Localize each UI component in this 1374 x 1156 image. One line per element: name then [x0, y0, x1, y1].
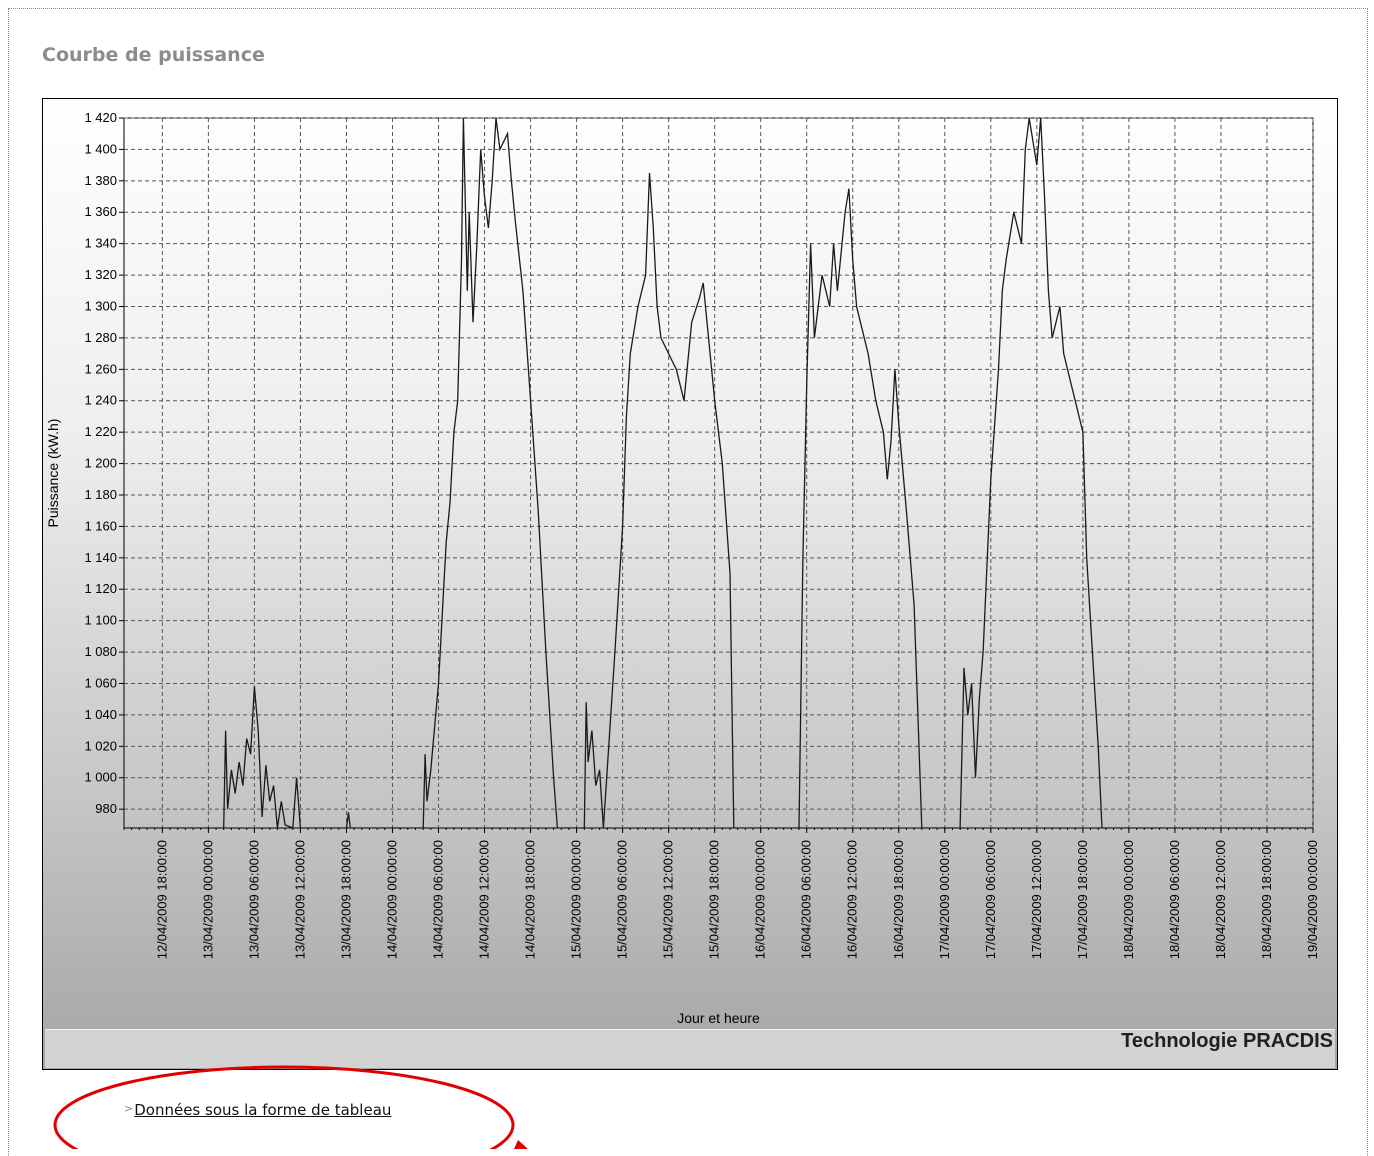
x-tick-label: 15/04/2009 12:00:00	[661, 840, 676, 959]
x-tick-label: 15/04/2009 18:00:00	[707, 840, 722, 959]
x-tick-label: 17/04/2009 12:00:00	[1029, 840, 1044, 959]
y-tick-label: 1 220	[84, 424, 117, 439]
page-frame	[8, 8, 1368, 1156]
y-tick-label: 1 340	[84, 236, 117, 251]
y-tick-label: 1 400	[84, 141, 117, 156]
arrow-bullet-icon: >	[124, 1102, 134, 1115]
y-tick-label: 1 100	[84, 613, 117, 628]
x-tick-label: 15/04/2009 06:00:00	[615, 840, 630, 959]
x-tick-label: 12/04/2009 18:00:00	[154, 840, 169, 959]
y-tick-label: 980	[95, 801, 117, 816]
power-curve-chart: 980 1 000 1 020 1 040 1 060 1 080 1 100 1 120 1 …	[45, 110, 1320, 1026]
x-tick-label: 13/04/2009 12:00:00	[292, 840, 307, 959]
series-line	[124, 118, 1313, 828]
x-tick-label: 18/04/2009 18:00:00	[1259, 840, 1274, 959]
x-tick-label: 14/04/2009 18:00:00	[523, 840, 538, 959]
y-tick-label: 1 260	[84, 361, 117, 376]
y-tick-label: 1 280	[84, 330, 117, 345]
chart-footer-band	[45, 1029, 1335, 1068]
y-tick-label: 1 140	[84, 550, 117, 565]
y-tick-label: 1 360	[84, 204, 117, 219]
y-tick-label: 1 120	[84, 581, 117, 596]
x-tick-label: 15/04/2009 00:00:00	[569, 840, 584, 959]
x-tick-label: 13/04/2009 06:00:00	[246, 840, 261, 959]
chart-panel: 980 1 000 1 020 1 040 1 060 1 080 1 100 1 120 1 …	[42, 98, 1338, 1070]
y-tick-label: 1 060	[84, 675, 117, 690]
y-tick-label: 1 160	[84, 518, 117, 533]
x-tick-label: 13/04/2009 00:00:00	[200, 840, 215, 959]
x-tick-label: 14/04/2009 12:00:00	[477, 840, 492, 959]
x-tick-label: 17/04/2009 00:00:00	[937, 840, 952, 959]
y-tick-label: 1 000	[84, 770, 117, 785]
y-tick-label: 1 040	[84, 707, 117, 722]
x-axis-label: Jour et heure	[677, 1010, 760, 1026]
y-tick-label: 1 300	[84, 298, 117, 313]
x-tick-label: 17/04/2009 06:00:00	[983, 840, 998, 959]
table-link-row: >Données sous la forme de tableau	[124, 1101, 391, 1119]
y-axis-label: Puissance (kW.h)	[45, 419, 61, 528]
y-tick-label: 1 240	[84, 393, 117, 408]
y-tick-label: 1 380	[84, 173, 117, 188]
y-tick-label: 1 180	[84, 487, 117, 502]
y-tick-label: 1 080	[84, 644, 117, 659]
table-view-link[interactable]: Données sous la forme de tableau	[134, 1101, 392, 1119]
y-tick-label: 1 200	[84, 456, 117, 471]
x-tick-label: 18/04/2009 12:00:00	[1213, 840, 1228, 959]
x-tick-label: 16/04/2009 12:00:00	[845, 840, 860, 959]
x-tick-label: 18/04/2009 00:00:00	[1121, 840, 1136, 959]
x-tick-label: 19/04/2009 00:00:00	[1305, 840, 1320, 959]
y-tick-label: 1 420	[84, 110, 117, 125]
x-tick-label: 16/04/2009 00:00:00	[753, 840, 768, 959]
x-tick-label: 14/04/2009 06:00:00	[431, 840, 446, 959]
y-tick-label: 1 020	[84, 738, 117, 753]
x-tick-label: 16/04/2009 18:00:00	[891, 840, 906, 959]
x-tick-label: 17/04/2009 18:00:00	[1075, 840, 1090, 959]
x-tick-label: 18/04/2009 06:00:00	[1167, 840, 1182, 959]
y-tick-label: 1 320	[84, 267, 117, 282]
plot-area-border	[123, 117, 1314, 829]
x-tick-label: 13/04/2009 18:00:00	[338, 840, 353, 959]
brand-label: Technologie PRACDIS	[1121, 1030, 1333, 1052]
page-title: Courbe de puissance	[42, 44, 265, 66]
x-tick-label: 14/04/2009 00:00:00	[384, 840, 399, 959]
x-tick-label: 16/04/2009 06:00:00	[799, 840, 814, 959]
